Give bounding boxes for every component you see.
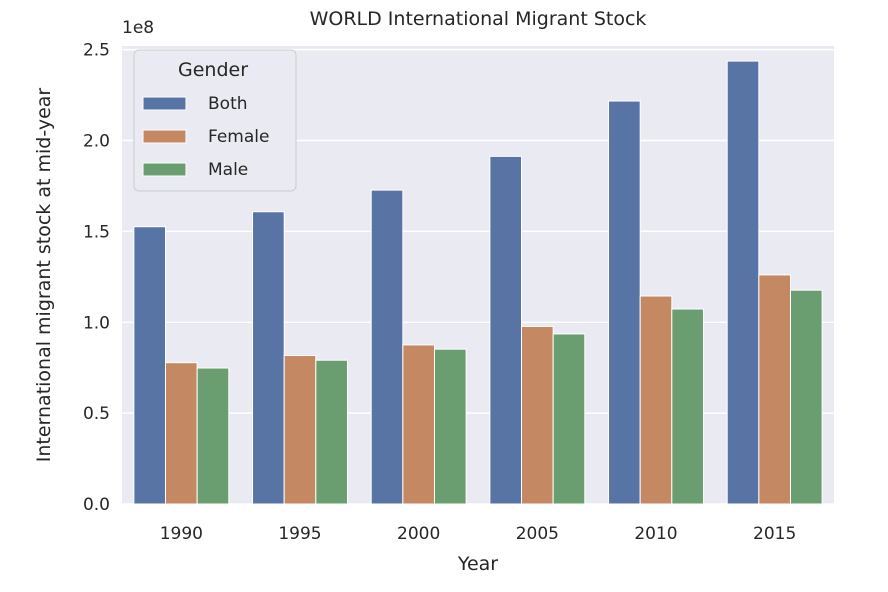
legend-label-female: Female <box>208 127 269 147</box>
legend-swatch-male <box>142 162 187 177</box>
x-tick-label: 2010 <box>634 524 677 544</box>
x-tick-label: 1995 <box>278 524 321 544</box>
bar-male-1995 <box>315 359 348 505</box>
bar-female-2000 <box>402 344 435 505</box>
y-tick-labels: 0.0 0.5 1.0 1.5 2.0 2.5 <box>83 41 110 515</box>
x-tick-label: 2000 <box>397 524 440 544</box>
bar-female-2010 <box>639 295 673 505</box>
legend-box <box>133 49 297 192</box>
bar-both-2015 <box>726 60 760 505</box>
legend-label-male: Male <box>208 160 248 180</box>
chart-title: WORLD International Migrant Stock <box>310 8 647 30</box>
y-offset-label: 1e8 <box>122 18 154 38</box>
bar-female-1995 <box>283 355 317 505</box>
legend-label-both: Both <box>208 94 248 114</box>
bar-female-2015 <box>758 274 791 505</box>
bars <box>133 60 823 505</box>
bar-both-1990 <box>133 226 167 505</box>
bar-both-1995 <box>252 211 285 505</box>
legend: Gender Both Female Male <box>133 49 297 192</box>
bar-female-1990 <box>165 362 198 505</box>
bar-male-2000 <box>433 348 467 505</box>
x-tick-label: 2015 <box>753 524 796 544</box>
bar-female-2005 <box>521 325 554 505</box>
y-tick-label: 1.5 <box>83 222 110 242</box>
y-tick-label: 2.5 <box>83 41 110 61</box>
bar-male-2010 <box>671 308 704 505</box>
bar-male-2005 <box>552 333 586 505</box>
x-axis-label: Year <box>457 553 498 575</box>
y-tick-label: 0.0 <box>83 495 110 515</box>
bar-both-2000 <box>370 189 404 505</box>
y-axis-label: International migrant stock at mid-year <box>33 88 55 463</box>
legend-items: Both Female Male <box>142 94 269 180</box>
bar-both-2005 <box>489 155 523 505</box>
bar-male-1990 <box>196 367 230 505</box>
x-tick-labels: 1990 1995 2000 2005 2010 2015 <box>160 524 797 544</box>
gridlines <box>122 48 834 505</box>
legend-title: Gender <box>178 59 248 81</box>
y-tick-label: 1.0 <box>83 313 110 333</box>
y-tick-label: 2.0 <box>83 132 110 152</box>
legend-swatch-both <box>142 96 187 111</box>
x-tick-label: 2005 <box>516 524 559 544</box>
y-tick-label: 0.5 <box>83 404 110 424</box>
bar-male-2015 <box>789 289 823 505</box>
legend-swatch-female <box>142 129 187 144</box>
x-tick-label: 1990 <box>160 524 203 544</box>
bar-both-2010 <box>608 100 641 505</box>
